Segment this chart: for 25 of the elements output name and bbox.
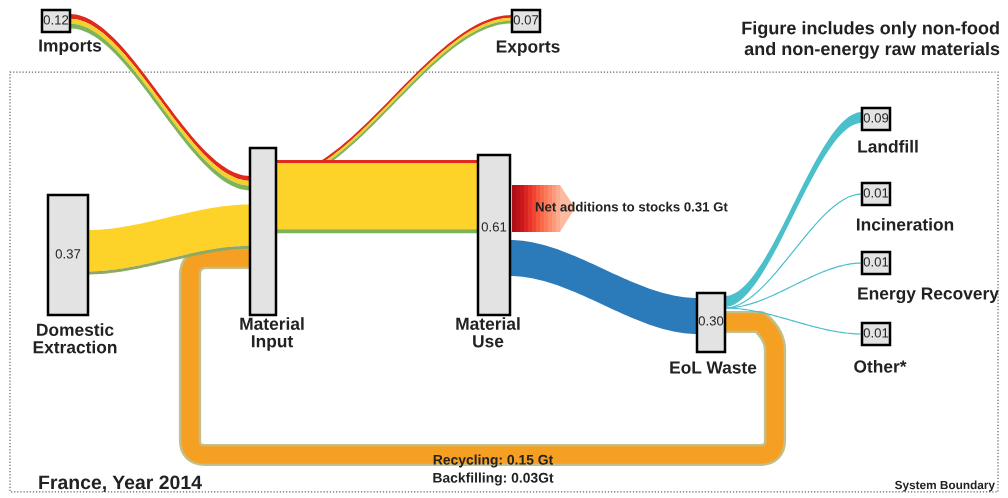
text: Net additions to stocks 0.31 Gt <box>535 201 728 212</box>
data-label: 0.01 <box>863 188 889 198</box>
category-label: Domestic Extraction <box>33 323 117 354</box>
data-label: 0.12 <box>43 15 69 25</box>
text: Recycling: 0.15 Gt <box>433 454 554 468</box>
data-label: 0.09 <box>863 113 889 123</box>
category-label: Incineration <box>856 217 954 231</box>
category-label: Imports <box>39 39 102 56</box>
data-label: 0.61 <box>481 222 507 232</box>
data-label: 0.01 <box>863 328 889 338</box>
text: Figure includes only non-food and non-energy raw materials <box>742 21 1000 59</box>
category-label: EoL Waste <box>670 361 757 374</box>
category-label: Energy Recovery <box>858 287 999 304</box>
category-label: Landfill <box>858 139 918 153</box>
category-label: Other* <box>854 359 907 373</box>
data-label: 0.01 <box>863 257 889 267</box>
data-label: 0.30 <box>698 316 724 326</box>
category-label: Material Input <box>240 317 304 351</box>
text: France, Year 2014 <box>39 475 202 493</box>
data-label: 0.07 <box>513 15 539 25</box>
data-label: 0.37 <box>55 249 81 259</box>
category-label: Exports <box>496 40 560 57</box>
text: System Boundary <box>894 480 995 492</box>
text: Backfilling: 0.03Gt <box>433 472 554 486</box>
category-label: Material Use <box>456 317 520 348</box>
